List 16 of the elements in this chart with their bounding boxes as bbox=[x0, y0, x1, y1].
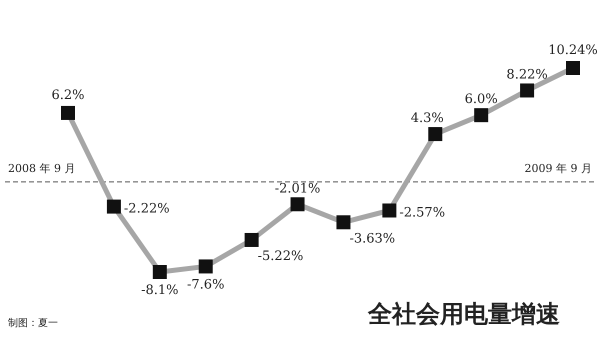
data-label: -5.22% bbox=[258, 248, 304, 264]
data-label: -7.6% bbox=[187, 277, 224, 292]
data-label: -2.22% bbox=[124, 202, 170, 217]
data-label: -3.63% bbox=[349, 231, 396, 246]
data-label: -2.01% bbox=[274, 181, 320, 196]
annotation: 2008 年 9 月 bbox=[8, 162, 76, 175]
text: 制图：夏一 bbox=[8, 317, 58, 329]
data-label: -8.1% bbox=[141, 283, 179, 298]
data-label: 10.24% bbox=[548, 43, 598, 58]
data-label: 8.22% bbox=[506, 67, 548, 82]
data-label: -2.57% bbox=[399, 205, 446, 220]
data-label: 6.2% bbox=[51, 88, 85, 103]
annotation: 2009 年 9 月 bbox=[524, 162, 592, 175]
data-label: 4.3% bbox=[410, 111, 444, 126]
data-label: 6.0% bbox=[464, 92, 498, 108]
text: 全社会用电量增速 bbox=[367, 299, 560, 328]
